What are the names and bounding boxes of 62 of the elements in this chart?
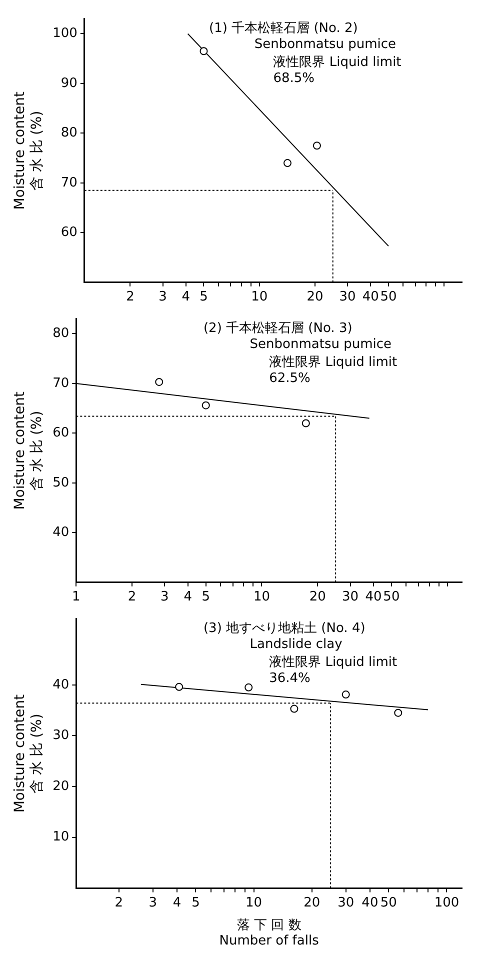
x-tick-label: 5 <box>200 290 208 305</box>
x-tick-label: 3 <box>158 290 167 305</box>
x-tick-label: 3 <box>160 590 169 605</box>
y-tick-label: 40 <box>52 677 70 692</box>
x-tick-label: 20 <box>309 590 326 605</box>
point <box>394 708 402 717</box>
x-tick-label: 5 <box>202 590 210 605</box>
x-tick-label: 40 <box>362 895 378 910</box>
text: Senbonmatsu pumice <box>250 337 392 352</box>
x-tick-label: 2 <box>128 590 136 605</box>
x-tick-label: 1 <box>72 590 80 605</box>
y-tick-label: 30 <box>52 728 70 744</box>
x-tick-label: 50 <box>380 895 397 910</box>
x-tick-label: 3 <box>148 895 158 910</box>
annotation: 液性限界 Liquid limit <box>269 355 398 370</box>
x-tick-label: 4 <box>182 290 190 305</box>
y-tick-label: 100 <box>52 26 78 42</box>
y-tick-label: 50 <box>52 475 70 490</box>
point <box>342 690 350 699</box>
x-tick-label: 20 <box>304 895 320 910</box>
y-tick-label: 80 <box>60 126 78 141</box>
point <box>290 704 298 713</box>
x-tick-label: 50 <box>383 590 400 605</box>
x-tick-label: 4 <box>172 895 182 910</box>
y-axis-title: Moisture content 含 水 比 (%) <box>12 694 45 813</box>
y-tick-label: 70 <box>52 376 70 391</box>
x-tick-label: 10 <box>251 290 268 305</box>
y-tick-label: 10 <box>52 830 70 845</box>
y-tick-label: 20 <box>52 778 70 794</box>
chart-title: (2) 千本松軽石層 (No. 3) <box>203 321 352 336</box>
x-tick-label: 2 <box>114 895 124 910</box>
text: Landslide clay <box>250 637 343 652</box>
x-tick-label: 5 <box>192 895 200 910</box>
y-axis-title: Moisture content 含 水 比 (%) <box>12 390 45 510</box>
y-tick-label: 70 <box>60 175 78 190</box>
y-axis-title: Moisture content 含 水 比 (%) <box>12 90 45 210</box>
x-tick-label: 10 <box>253 590 270 605</box>
x-tick-label: 30 <box>342 590 359 605</box>
annotation: 62.5% <box>269 371 310 386</box>
x-tick-label: 30 <box>338 895 354 910</box>
y-tick-label: 40 <box>52 525 70 540</box>
x-tick-label: 4 <box>184 590 192 605</box>
y-tick-label: 60 <box>52 426 70 441</box>
x-tick-label: 30 <box>339 290 356 305</box>
x-axis-title: 落 下 回 数 Number of falls <box>219 918 320 949</box>
y-tick-label: 60 <box>60 225 78 240</box>
x-tick-label: 100 <box>434 895 460 910</box>
x-tick-label: 2 <box>126 290 134 305</box>
x-tick-label: 40 <box>365 590 382 605</box>
x-tick-label: 10 <box>246 895 262 910</box>
annotation: 36.4% <box>269 671 310 686</box>
chart-title: (1) 千本松軽石層 (No. 2) <box>209 21 358 36</box>
chart-title: (3) 地すべり地粘土 (No. 4) <box>203 621 366 636</box>
annotation: 液性限界 Liquid limit <box>269 655 398 670</box>
x-tick-label: 20 <box>306 290 324 305</box>
annotation: 液性限界 Liquid limit <box>273 55 402 70</box>
text: Senbonmatsu pumice <box>254 37 396 52</box>
y-tick-label: 90 <box>60 76 78 91</box>
annotation: 68.5% <box>273 71 315 86</box>
y-tick-label: 80 <box>52 326 70 342</box>
x-tick-label: 40 <box>362 290 379 305</box>
x-tick-label: 50 <box>380 290 397 305</box>
